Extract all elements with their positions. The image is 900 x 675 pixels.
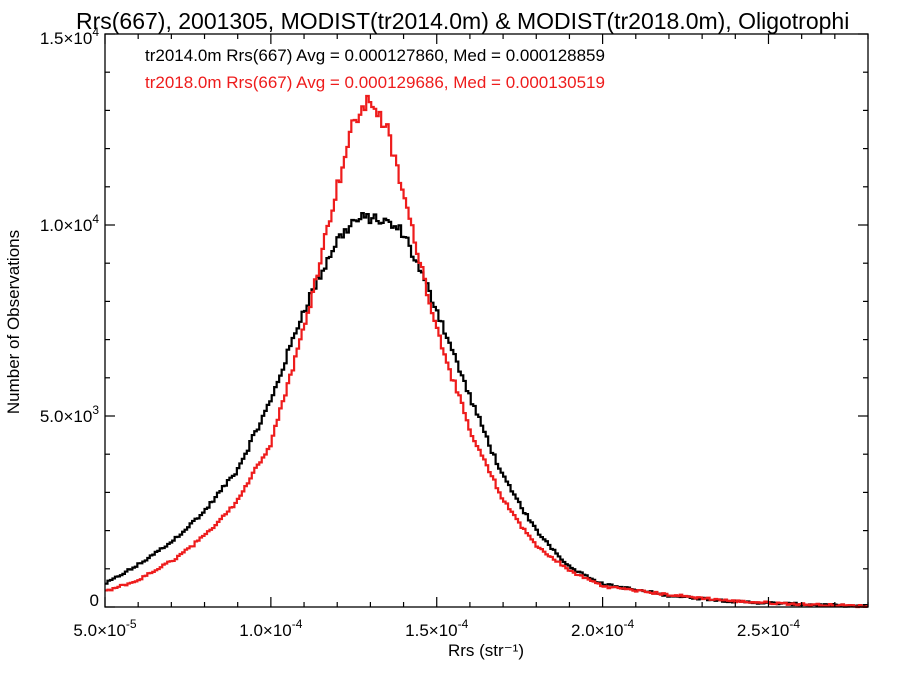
- series-line-2: [105, 94, 868, 609]
- x-tick-label: 1.0×10-4: [239, 617, 302, 640]
- plot-area: [105, 94, 868, 609]
- y-tick-label: 1.0×104: [40, 212, 99, 235]
- y-tick-label: 5.0×103: [40, 403, 99, 426]
- x-tick-label: 2.0×10-4: [571, 617, 634, 640]
- x-tick-label: 5.0×10-5: [73, 617, 136, 640]
- chart-title: Rrs(667), 2001305, MODIST(tr2014.0m) & M…: [76, 8, 849, 34]
- axes: 5.0×10-5 1.0×10-4 1.5×10-4 2.0×10-4 2.5×10-4…: [40, 25, 869, 640]
- series-line-1: [105, 212, 868, 608]
- legend: tr2014.0m Rrs(667) Avg = 0.000127860, Me…: [145, 46, 605, 92]
- x-tick-label: 1.5×10-4: [405, 617, 468, 640]
- legend-entry-1: tr2014.0m Rrs(667) Avg = 0.000127860, Me…: [145, 46, 605, 65]
- y-tick-label: 1.5×104: [40, 25, 99, 48]
- legend-entry-2: tr2018.0m Rrs(667) Avg = 0.000129686, Me…: [145, 73, 605, 92]
- y-tick-label: 0: [90, 591, 99, 610]
- y-axis-label: Number of Observations: [4, 230, 23, 414]
- x-tick-label: 2.5×10-4: [737, 617, 800, 640]
- x-axis-label: Rrs (str⁻¹): [448, 641, 524, 660]
- plot-frame: [104, 33, 869, 608]
